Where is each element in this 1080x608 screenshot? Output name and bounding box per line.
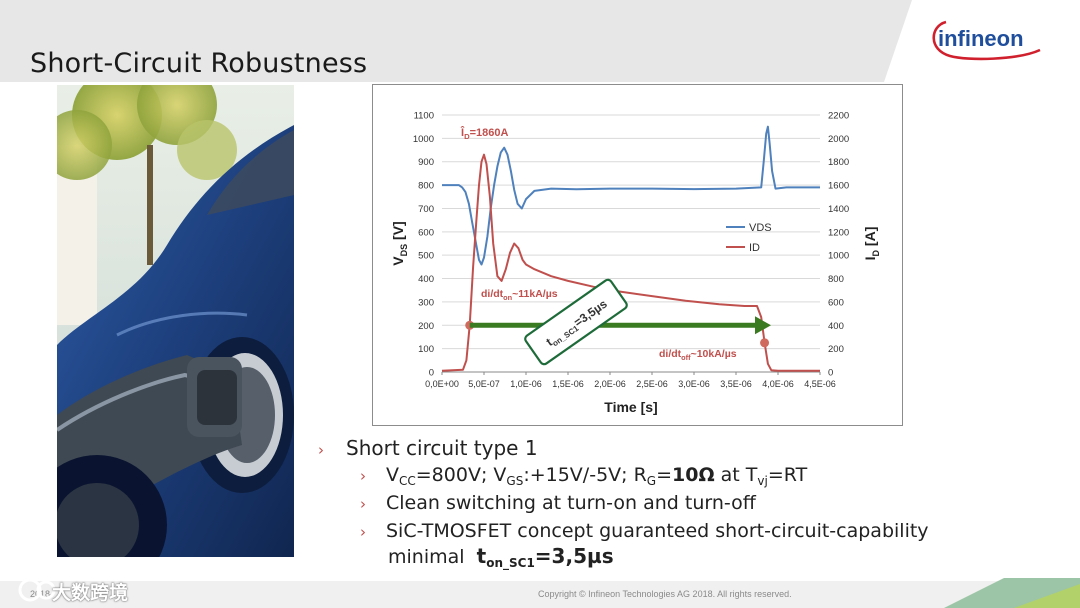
header-band <box>0 0 912 82</box>
bullet-2: › VCC=800V; VGS:+15V/-5V; RG=10Ω at Tvj=R… <box>360 464 807 488</box>
footer-copyright: Copyright © Infineon Technologies AG 201… <box>538 589 792 599</box>
y-tick-label-left: 500 <box>418 251 434 262</box>
y-tick-label-right: 1400 <box>828 204 849 215</box>
text-bold: =3,5µs <box>534 544 614 568</box>
short-circuit-chart: 0 100 200 300 400 500 600 700 800 900 1000 1100 0 200… <box>372 84 903 426</box>
x-tick-label: 2,0E-06 <box>594 379 626 389</box>
y-tick-label-right: 2000 <box>828 134 849 145</box>
y-axis-label-right: ID [A] <box>862 227 881 261</box>
corner-decoration <box>944 578 1080 608</box>
text-run: :+15V/-5V; R <box>523 464 647 486</box>
x-tick-label: 0,0E+00 <box>425 379 459 389</box>
watermark-text: 大数跨境 <box>52 582 129 604</box>
y-tick-label-right: 0 <box>828 368 833 379</box>
text-sub: G <box>646 474 657 488</box>
arrow-head-icon <box>755 316 771 335</box>
x-axis-label: Time [s] <box>604 399 657 415</box>
y-tick-label-left: 100 <box>418 344 434 355</box>
series-line-id <box>441 153 820 372</box>
y-tick-label-left: 800 <box>418 181 434 192</box>
bullet-1: › Short circuit type 1 <box>318 436 538 460</box>
turn-on-slope-annotation: di/dton~11kA/µs <box>481 288 558 302</box>
svg-text:infineon: infineon <box>938 26 1024 51</box>
y-tick-label-right: 1000 <box>828 251 849 262</box>
ramp-marker <box>760 338 770 348</box>
y-axis-label-left: VDS [V] <box>390 221 409 265</box>
duration-label-box: ton_SC1=3,5µs <box>524 278 628 366</box>
legend-label: VDS <box>749 222 772 234</box>
watermark-logo <box>18 578 56 602</box>
y-tick-label-left: 700 <box>418 204 434 215</box>
footer-date: 2018- <box>30 589 54 599</box>
y-tick-label-left: 200 <box>418 321 434 332</box>
text-sub: CC <box>399 474 416 488</box>
y-tick-label-right: 200 <box>828 344 844 355</box>
text-bold: t <box>476 544 487 568</box>
chevron-right-icon: › <box>318 441 324 459</box>
page-title: Short-Circuit Robustness <box>30 48 368 79</box>
y-tick-label-right: 1200 <box>828 227 849 238</box>
x-tick-label: 4,0E-06 <box>762 379 794 389</box>
bullet-3-text: Clean switching at turn-on and turn-off <box>386 492 756 514</box>
infineon-logo: infineon <box>928 16 1048 64</box>
chevron-right-icon: › <box>360 467 366 485</box>
chevron-right-icon: › <box>360 495 366 513</box>
bullet-4-text: SiC-TMOSFET concept guaranteed short-cir… <box>386 520 929 542</box>
series-line-vds <box>442 125 820 266</box>
y-tick-label-right: 400 <box>828 321 844 332</box>
chart-plot: 0 100 200 300 400 500 600 700 800 900 1000 1100 0 200… <box>390 111 881 416</box>
text-run: V <box>386 464 399 486</box>
bullet-1-text: Short circuit type 1 <box>346 436 538 460</box>
y-tick-label-left: 400 <box>418 274 434 285</box>
chevron-right-icon: › <box>360 523 366 541</box>
x-tick-label: 5,0E-07 <box>468 379 500 389</box>
bullet-3: › Clean switching at turn-on and turn-off <box>360 492 756 514</box>
y-tick-label-right: 2200 <box>828 111 849 122</box>
peak-current-annotation: ÎD=1860A <box>460 126 509 141</box>
text-bold: 10Ω <box>672 464 715 486</box>
bullet-2-text: VCC=800V; VGS:+15V/-5V; RG=10Ω at Tvj=RT <box>386 464 808 488</box>
x-tick-label: 1,0E-06 <box>510 379 542 389</box>
x-tick-label: 4,5E-06 <box>804 379 836 389</box>
y-tick-label-left: 600 <box>418 227 434 238</box>
x-tick-label: 3,0E-06 <box>678 379 710 389</box>
y-tick-label-left: 0 <box>429 368 434 379</box>
text-run: =800V; V <box>415 464 507 486</box>
duration-box-border <box>524 278 628 366</box>
x-tick-label: 2,5E-06 <box>636 379 668 389</box>
y-tick-label-right: 1600 <box>828 181 849 192</box>
legend-label: ID <box>749 242 760 254</box>
text-run: at T <box>714 464 758 486</box>
footer-band <box>0 581 1080 608</box>
y-tick-label-right: 600 <box>828 297 844 308</box>
text-run: minimal <box>388 546 465 568</box>
y-tick-label-left: 900 <box>418 157 434 168</box>
bullet-4-line2: minimal ton_SC1=3,5µs <box>388 544 614 570</box>
y-tick-label-left: 300 <box>418 297 434 308</box>
bullet-4: › SiC-TMOSFET concept guaranteed short-ci… <box>360 520 929 542</box>
y-tick-label-right: 1800 <box>828 157 849 168</box>
x-tick-label: 3,5E-06 <box>720 379 752 389</box>
y-tick-label-left: 1100 <box>414 111 434 122</box>
y-tick-label-right: 800 <box>828 274 844 285</box>
turn-off-slope-annotation: di/dtoff~10kA/µs <box>659 348 737 362</box>
text-run: = <box>656 464 673 486</box>
text-sub: vj <box>757 474 768 488</box>
text-sub: GS <box>506 474 524 488</box>
ev-charging-photo <box>57 85 294 557</box>
y-tick-label-left: 1000 <box>413 134 434 145</box>
text-sub: on_SC1 <box>486 556 535 570</box>
x-tick-label: 1,5E-06 <box>552 379 584 389</box>
text-run: =RT <box>767 464 808 486</box>
